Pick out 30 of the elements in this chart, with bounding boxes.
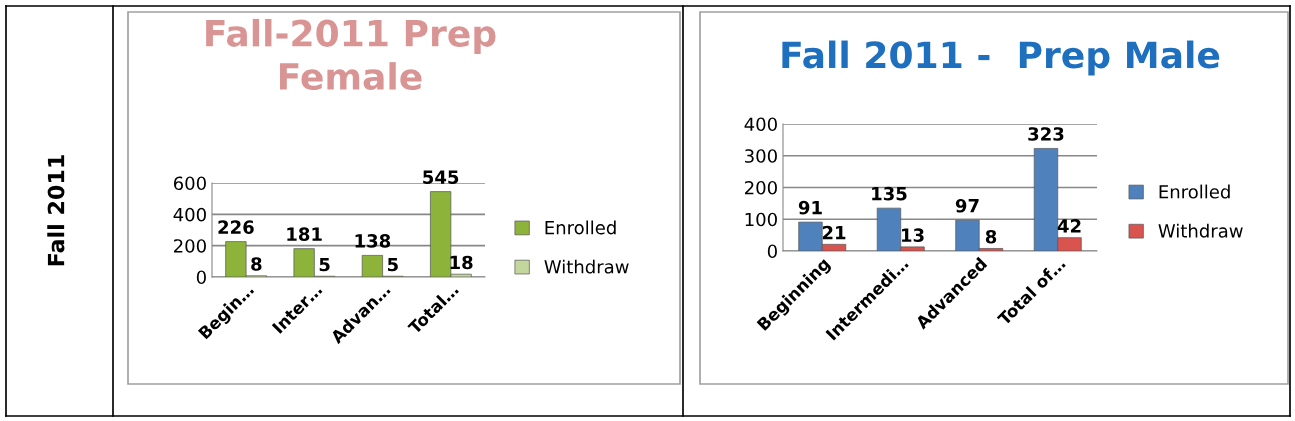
- data-label: 21: [822, 225, 846, 240]
- data-label: 323: [1028, 127, 1064, 141]
- data-label: 5: [319, 257, 330, 272]
- data-label: 545: [423, 170, 459, 184]
- y-tick-label: 100: [745, 212, 777, 227]
- legend-label: Enrolled: [545, 220, 616, 235]
- y-tick-label: 200: [745, 180, 777, 195]
- data-label: 97: [955, 198, 979, 213]
- chart-title: Fall 2011 - Prep Male: [782, 40, 1220, 76]
- y-tick-label: 600: [173, 176, 206, 191]
- data-label: 181: [287, 227, 322, 241]
- data-label: 226: [218, 220, 254, 234]
- legend-label: Withdraw: [544, 259, 629, 274]
- y-tick-label: 300: [745, 149, 777, 163]
- data-label: 5: [387, 257, 398, 272]
- text: Fall 2011: [47, 155, 65, 266]
- chart-title: Fall-2011 Prep Female: [206, 18, 496, 91]
- y-tick-label: 0: [767, 244, 777, 259]
- data-label: 91: [798, 200, 822, 215]
- y-tick-label: 0: [196, 270, 206, 285]
- y-tick-label: 200: [174, 239, 206, 253]
- data-label: 13: [902, 228, 924, 242]
- data-label: 8: [985, 229, 997, 244]
- data-label: 138: [355, 234, 391, 248]
- y-tick-label: 400: [744, 117, 777, 132]
- legend-label: Withdraw: [1158, 223, 1243, 238]
- y-tick-label: 400: [173, 207, 206, 222]
- data-label: 135: [872, 186, 907, 201]
- data-label: 8: [251, 257, 262, 271]
- legend-label: Enrolled: [1159, 184, 1230, 199]
